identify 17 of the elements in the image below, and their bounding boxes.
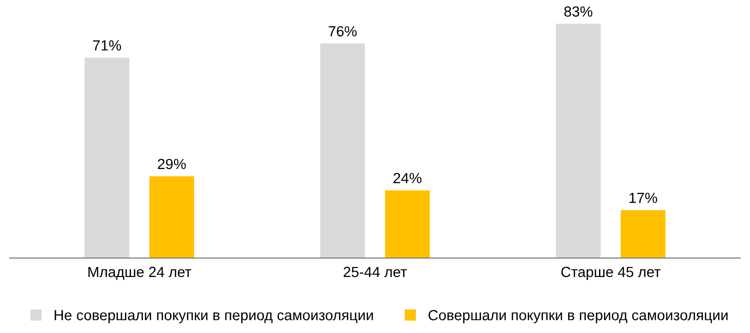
bar	[620, 210, 666, 258]
x-tick-label: Старше 45 лет	[561, 266, 661, 280]
bar	[556, 24, 601, 258]
bar	[320, 44, 365, 258]
legend-label: Совершали покупки в период самоизоляции	[428, 310, 728, 324]
bar	[149, 176, 194, 258]
data-label: 83%	[564, 6, 592, 17]
data-label: 24%	[394, 172, 422, 184]
bar	[84, 58, 130, 258]
data-label: 71%	[93, 40, 122, 51]
x-tick-label: Младше 24 лет	[88, 266, 192, 280]
data-label: 76%	[328, 26, 357, 36]
x-tick-label: 25-44 лет	[344, 266, 407, 278]
legend-label: Не совершали покупки в период самоизоляции	[54, 310, 373, 324]
bar	[385, 190, 430, 258]
data-label: 17%	[630, 192, 658, 203]
data-label: 29%	[158, 158, 186, 170]
